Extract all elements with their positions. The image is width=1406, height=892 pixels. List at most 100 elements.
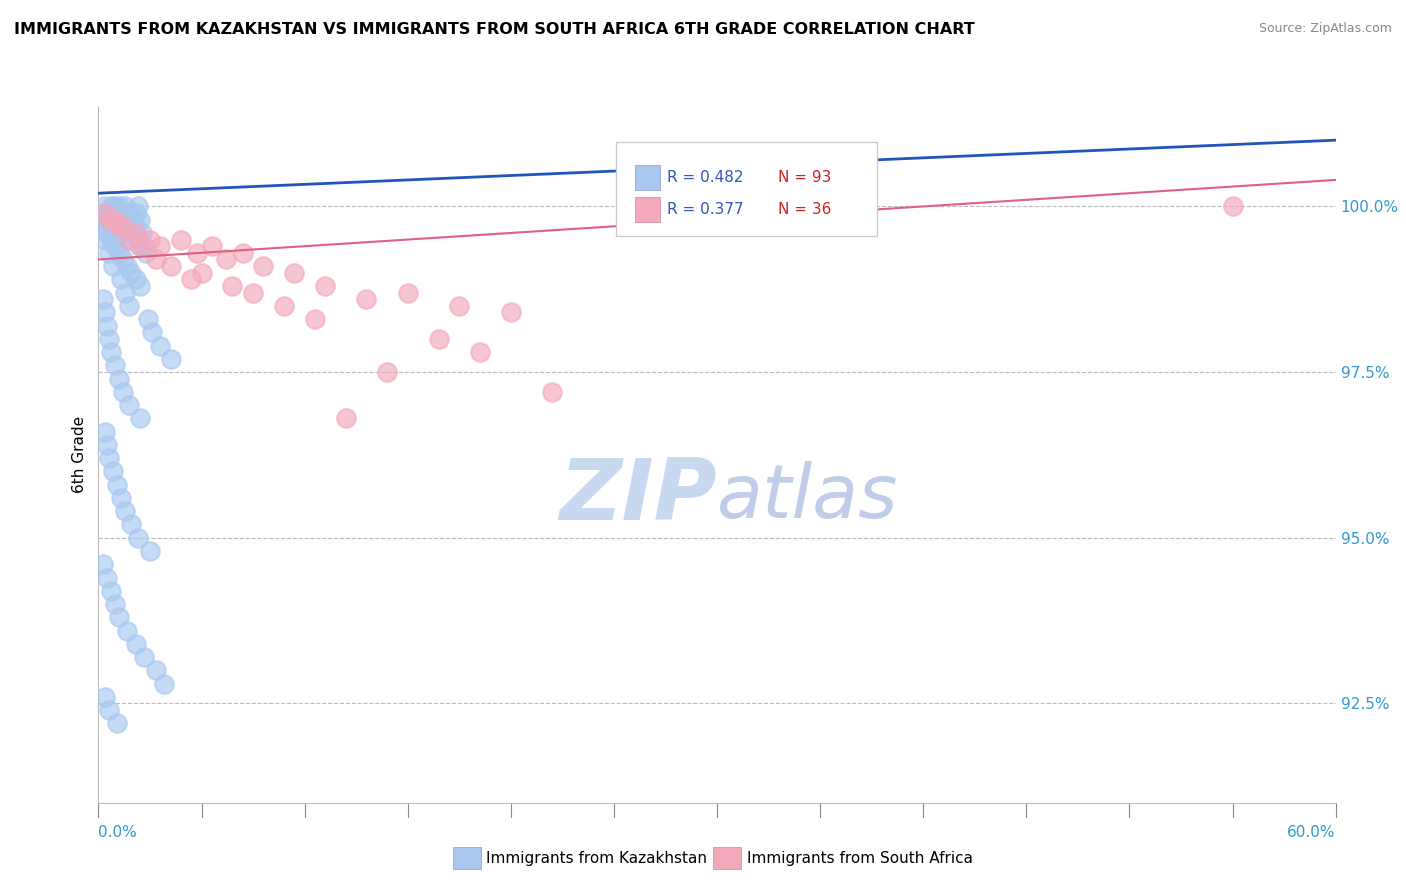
Point [91, 292, 114, 306]
Point [124, 637, 146, 651]
Point [180, 272, 202, 286]
Point [128, 239, 150, 253]
Point [100, 206, 122, 220]
Point [108, 245, 131, 260]
Point [127, 199, 149, 213]
Point [110, 206, 132, 220]
Point [159, 351, 181, 366]
Point [97, 212, 120, 227]
Point [96, 570, 118, 584]
Point [122, 219, 145, 234]
Point [449, 299, 471, 313]
Point [96, 226, 118, 240]
Point [149, 338, 172, 352]
Point [124, 272, 146, 286]
Point [120, 226, 142, 240]
Point [396, 285, 419, 300]
Point [120, 517, 142, 532]
Point [93, 305, 115, 319]
Text: ZIP: ZIP [560, 455, 717, 538]
Point [128, 212, 150, 227]
Point [97, 332, 120, 346]
Point [120, 219, 142, 234]
Point [242, 285, 264, 300]
Point [108, 199, 131, 213]
Point [135, 245, 157, 260]
Point [114, 212, 136, 227]
Point [100, 583, 122, 598]
Point [112, 252, 135, 267]
Point [97, 212, 120, 227]
Point [114, 285, 136, 300]
Point [124, 206, 146, 220]
Point [96, 318, 118, 333]
Point [93, 206, 115, 220]
Point [93, 199, 115, 213]
Point [91, 558, 114, 572]
Text: IMMIGRANTS FROM KAZAKHSTAN VS IMMIGRANTS FROM SOUTH AFRICA 6TH GRADE CORRELATION: IMMIGRANTS FROM KAZAKHSTAN VS IMMIGRANTS… [14, 22, 974, 37]
Point [117, 624, 139, 638]
Point [118, 206, 141, 220]
Point [132, 650, 155, 665]
Point [128, 411, 150, 425]
Point [100, 233, 122, 247]
Point [97, 245, 120, 260]
Point [215, 252, 238, 267]
Point [104, 199, 127, 213]
Point [118, 226, 141, 240]
Point [104, 219, 127, 234]
Point [117, 212, 139, 227]
Text: R = 0.482: R = 0.482 [666, 169, 744, 185]
Point [93, 690, 115, 704]
Text: Immigrants from Kazakhstan: Immigrants from Kazakhstan [486, 851, 707, 865]
Point [145, 663, 167, 677]
Point [118, 398, 141, 412]
Point [124, 226, 146, 240]
Point [314, 279, 336, 293]
Point [304, 312, 326, 326]
Point [145, 252, 167, 267]
Point [108, 219, 131, 234]
Point [112, 206, 135, 220]
Point [118, 299, 141, 313]
Point [120, 266, 142, 280]
Point [108, 226, 131, 240]
Point [100, 199, 122, 213]
Point [1222, 199, 1244, 213]
Text: N = 93: N = 93 [778, 169, 831, 185]
Point [122, 212, 145, 227]
Point [104, 212, 127, 227]
Point [101, 259, 124, 273]
Point [186, 245, 208, 260]
Point [232, 245, 254, 260]
Point [96, 438, 118, 452]
Point [131, 226, 153, 240]
Point [110, 272, 132, 286]
Point [110, 212, 132, 227]
Point [105, 219, 128, 234]
Point [114, 199, 136, 213]
Point [127, 233, 149, 247]
Point [96, 212, 118, 227]
Point [104, 597, 127, 611]
Text: Immigrants from South Africa: Immigrants from South Africa [747, 851, 973, 865]
Text: 0.0%: 0.0% [98, 825, 138, 840]
Point [91, 206, 114, 220]
Point [112, 219, 135, 234]
Point [541, 384, 564, 399]
Point [91, 219, 114, 234]
Point [97, 206, 120, 220]
Point [375, 365, 398, 379]
Point [108, 372, 131, 386]
Point [112, 384, 135, 399]
Point [97, 703, 120, 717]
Point [159, 259, 181, 273]
Point [110, 491, 132, 505]
Point [427, 332, 450, 346]
Point [141, 326, 163, 340]
Point [128, 279, 150, 293]
Point [283, 266, 305, 280]
Point [100, 345, 122, 359]
Point [124, 219, 146, 234]
Point [221, 279, 243, 293]
